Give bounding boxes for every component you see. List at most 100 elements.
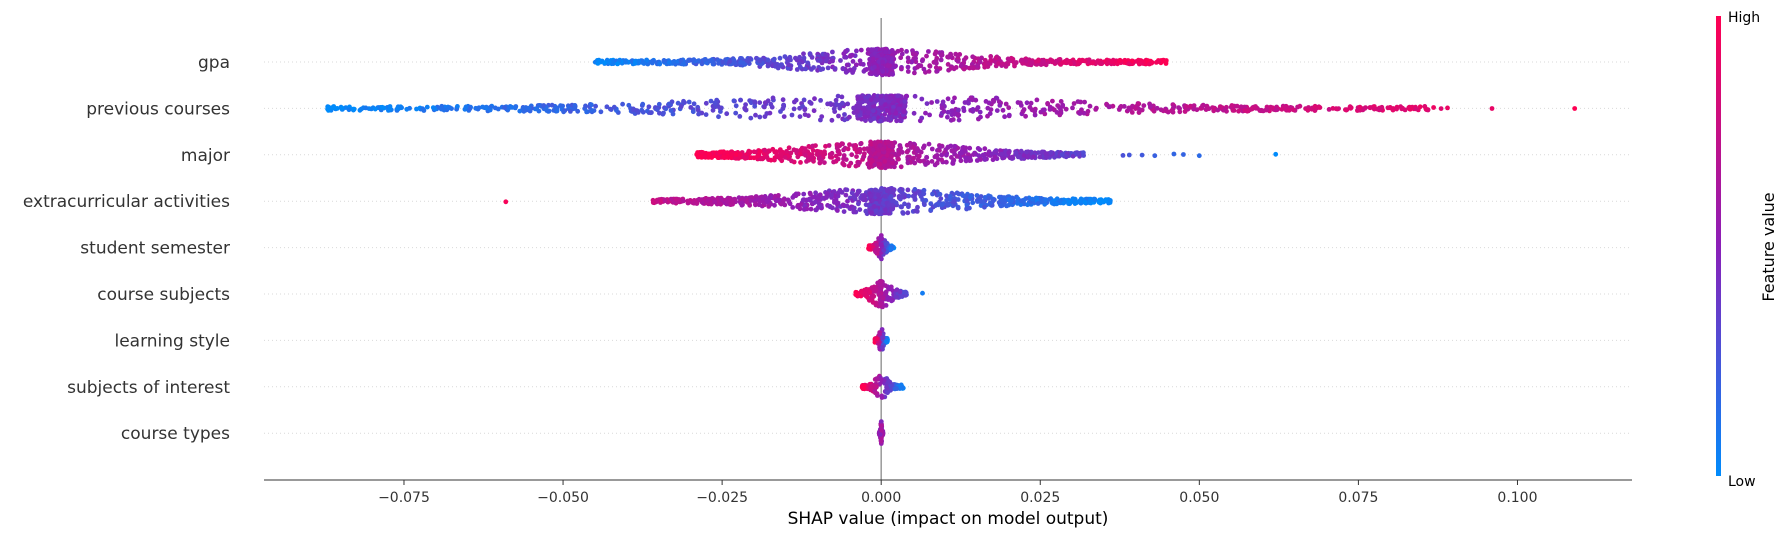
shap-point bbox=[896, 106, 902, 112]
shap-point bbox=[774, 152, 780, 158]
shap-point bbox=[836, 113, 841, 119]
shap-point bbox=[753, 201, 758, 207]
shap-point bbox=[895, 96, 901, 102]
shap-point bbox=[905, 69, 911, 74]
shap-point bbox=[950, 158, 956, 164]
shap-point bbox=[803, 66, 808, 72]
shap-point bbox=[656, 101, 662, 107]
shap-point bbox=[1154, 105, 1160, 111]
shap-point bbox=[632, 60, 638, 66]
shap-point bbox=[732, 60, 738, 66]
shap-point bbox=[922, 202, 927, 208]
shap-point bbox=[738, 97, 743, 103]
shap-point bbox=[871, 204, 877, 209]
shap-point bbox=[1057, 57, 1063, 62]
shap-point bbox=[867, 289, 872, 295]
shap-point bbox=[747, 202, 753, 208]
shap-point bbox=[768, 101, 774, 107]
shap-point bbox=[561, 109, 566, 115]
shap-point bbox=[915, 64, 920, 70]
shap-point bbox=[699, 154, 704, 160]
shap-point bbox=[1087, 197, 1093, 203]
shap-point bbox=[797, 64, 803, 70]
shap-point bbox=[1020, 109, 1026, 114]
shap-outlier-point bbox=[1196, 153, 1202, 159]
shap-point bbox=[952, 95, 957, 101]
shap-outlier-point bbox=[712, 199, 717, 205]
shap-point bbox=[1087, 103, 1093, 109]
shap-point bbox=[1003, 101, 1009, 107]
shap-point bbox=[843, 192, 849, 198]
shap-point bbox=[598, 109, 604, 115]
shap-point bbox=[911, 110, 917, 116]
shap-point bbox=[1126, 61, 1132, 66]
shap-point bbox=[924, 101, 930, 106]
shap-point bbox=[868, 193, 873, 199]
colorbar-low-label: Low bbox=[1728, 474, 1756, 490]
shap-point bbox=[926, 69, 932, 74]
shap-point bbox=[866, 61, 872, 66]
shap-point bbox=[870, 108, 876, 114]
shap-point bbox=[885, 188, 890, 194]
shap-point bbox=[817, 160, 823, 166]
shap-point bbox=[912, 93, 918, 99]
shap-point bbox=[1116, 58, 1122, 63]
shap-point bbox=[845, 198, 850, 204]
shap-point bbox=[915, 204, 920, 210]
shap-point bbox=[858, 141, 863, 147]
shap-outlier-point bbox=[1489, 106, 1495, 111]
shap-point bbox=[583, 103, 588, 109]
shap-point bbox=[1054, 201, 1060, 207]
shap-point bbox=[923, 110, 928, 116]
shap-point bbox=[893, 63, 898, 69]
shap-point bbox=[721, 154, 726, 160]
shap-point bbox=[975, 105, 981, 110]
shap-point bbox=[940, 99, 946, 105]
shap-point bbox=[844, 62, 850, 68]
shap-point bbox=[912, 187, 918, 192]
shap-point bbox=[739, 200, 745, 206]
shap-point bbox=[615, 61, 620, 67]
shap-point bbox=[596, 58, 602, 64]
shap-point bbox=[899, 66, 904, 72]
shap-point bbox=[873, 248, 879, 253]
shap-point bbox=[793, 191, 799, 197]
shap-point bbox=[933, 203, 938, 209]
shap-point bbox=[346, 107, 352, 113]
shap-point bbox=[733, 103, 739, 109]
shap-point bbox=[988, 54, 994, 59]
shap-point bbox=[791, 106, 797, 112]
shap-outlier-point bbox=[964, 198, 970, 204]
shap-point bbox=[830, 58, 835, 64]
shap-point bbox=[950, 117, 956, 122]
shap-point bbox=[879, 236, 885, 242]
shap-point bbox=[933, 153, 939, 159]
shap-point bbox=[770, 95, 776, 101]
shap-point bbox=[941, 109, 947, 114]
shap-point bbox=[806, 144, 812, 149]
shap-point bbox=[816, 151, 821, 157]
shap-point bbox=[1075, 99, 1081, 104]
shap-point bbox=[954, 154, 960, 159]
shap-point bbox=[1099, 61, 1105, 66]
shap-point bbox=[641, 61, 647, 66]
shap-point bbox=[606, 59, 612, 65]
shap-point bbox=[757, 58, 763, 64]
shap-point bbox=[879, 256, 884, 262]
shap-point bbox=[407, 105, 412, 111]
shap-point bbox=[906, 204, 911, 210]
shap-point bbox=[1027, 104, 1033, 110]
shap-point bbox=[976, 153, 982, 159]
shap-point bbox=[913, 56, 918, 61]
shap-point bbox=[697, 197, 703, 203]
shap-point bbox=[414, 106, 419, 112]
shap-point bbox=[893, 386, 899, 391]
shap-point bbox=[904, 49, 909, 54]
shap-point bbox=[762, 104, 767, 110]
shap-point bbox=[939, 105, 945, 111]
shap-point bbox=[977, 59, 983, 65]
shap-point bbox=[773, 63, 779, 69]
shap-point bbox=[1061, 200, 1066, 206]
shap-point bbox=[798, 160, 803, 165]
shap-point bbox=[648, 110, 654, 116]
